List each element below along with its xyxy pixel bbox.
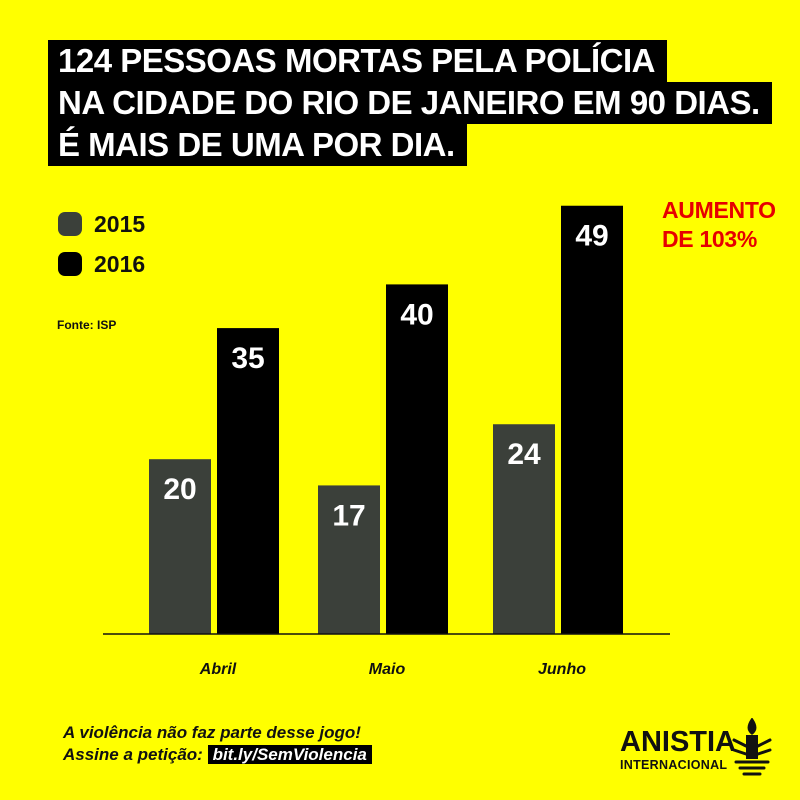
legend-item-2016: 2016 bbox=[58, 250, 145, 278]
bar-abril-2016 bbox=[217, 328, 279, 634]
data-label-abril-2015: 20 bbox=[163, 473, 196, 506]
brand-subtitle: INTERNACIONAL bbox=[620, 758, 728, 772]
title-block: 124 PESSOAS MORTAS PELA POLÍCIA NA CIDAD… bbox=[48, 40, 772, 166]
petition-link[interactable]: bit.ly/SemViolencia bbox=[207, 745, 372, 764]
increase-line-1: AUMENTO bbox=[662, 197, 776, 223]
candle-icon bbox=[732, 718, 772, 776]
legend-item-2015: 2015 bbox=[58, 210, 145, 238]
x-tick-label-abril: Abril bbox=[199, 661, 237, 678]
footer-line-2: Assine a petição: bit.ly/SemViolencia bbox=[63, 744, 372, 766]
legend-swatch-2016 bbox=[58, 252, 82, 276]
title-line-1: 124 PESSOAS MORTAS PELA POLÍCIA bbox=[48, 40, 667, 82]
footer-call-to-action: A violência não faz parte desse jogo! As… bbox=[63, 722, 372, 766]
bar-maio-2015 bbox=[318, 485, 380, 634]
legend-label-2015: 2015 bbox=[94, 210, 146, 237]
bar-abril-2015 bbox=[149, 459, 211, 634]
bar-junho-2015 bbox=[493, 424, 555, 634]
x-tick-label-junho: Junho bbox=[538, 661, 586, 678]
footer-prefix: Assine a petição: bbox=[63, 745, 208, 764]
source-note: Fonte: ISP bbox=[57, 318, 117, 332]
data-label-abril-2016: 35 bbox=[231, 342, 264, 375]
x-tick-label-maio: Maio bbox=[369, 661, 406, 678]
increase-line-2: DE 103% bbox=[662, 226, 758, 252]
title-line-2: NA CIDADE DO RIO DE JANEIRO EM 90 DIAS. bbox=[48, 82, 772, 124]
data-label-junho-2015: 24 bbox=[507, 438, 541, 471]
legend-label-2016: 2016 bbox=[94, 250, 146, 277]
brand-logo-text: ANISTIA INTERNACIONAL bbox=[620, 727, 736, 773]
data-label-maio-2015: 17 bbox=[332, 499, 365, 532]
data-label-junho-2016: 49 bbox=[575, 220, 608, 253]
bar-maio-2016 bbox=[386, 284, 448, 634]
title-line-3: É MAIS DE UMA POR DIA. bbox=[48, 124, 467, 166]
increase-annotation: AUMENTO DE 103% bbox=[662, 196, 776, 254]
footer-line-1: A violência não faz parte desse jogo! bbox=[63, 723, 361, 742]
data-label-maio-2016: 40 bbox=[400, 298, 433, 331]
legend-swatch-2015 bbox=[58, 212, 82, 236]
legend: 2015 2016 bbox=[58, 210, 145, 290]
bar-junho-2016 bbox=[561, 205, 623, 635]
brand-name: ANISTIA bbox=[620, 726, 736, 758]
